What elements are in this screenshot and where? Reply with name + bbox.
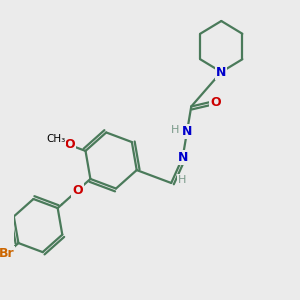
- Text: Br: Br: [0, 247, 14, 260]
- Text: O: O: [64, 138, 75, 152]
- Text: CH₃: CH₃: [46, 134, 66, 144]
- Text: H: H: [178, 175, 186, 185]
- Text: N: N: [182, 125, 192, 139]
- Text: N: N: [178, 151, 188, 164]
- Text: N: N: [216, 65, 226, 79]
- Text: O: O: [72, 184, 83, 197]
- Text: O: O: [210, 95, 221, 109]
- Text: H: H: [171, 124, 179, 135]
